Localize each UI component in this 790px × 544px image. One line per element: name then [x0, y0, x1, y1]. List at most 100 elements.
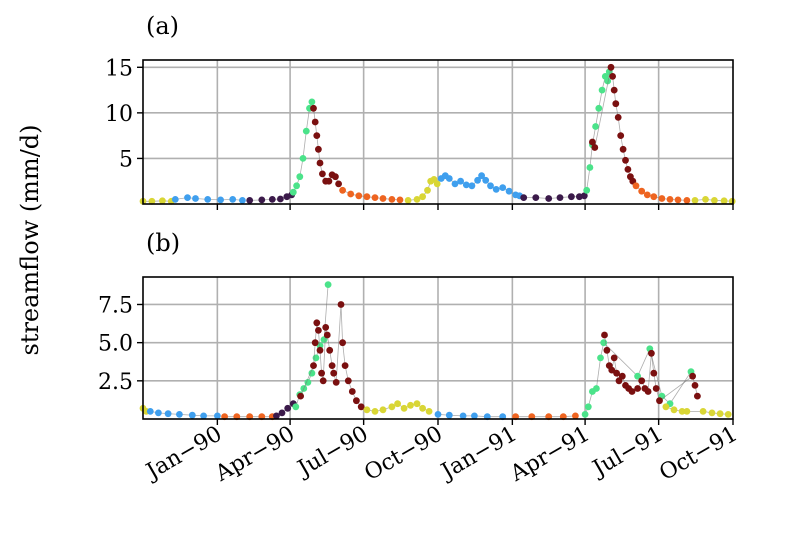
data-point	[313, 319, 321, 327]
y-tick-label: 7.5	[98, 293, 133, 318]
data-point	[315, 327, 322, 334]
data-point	[313, 132, 321, 140]
data-point	[400, 404, 408, 412]
panel-b-points	[139, 281, 732, 421]
data-point	[316, 159, 324, 167]
panel-b-label: (b)	[146, 229, 180, 257]
data-point	[188, 411, 196, 419]
data-point	[424, 186, 431, 194]
data-point	[650, 193, 658, 201]
data-point	[273, 412, 280, 420]
data-point	[634, 372, 641, 380]
data-point	[302, 127, 310, 135]
panel-a-label: (a)	[146, 12, 179, 40]
data-point	[520, 194, 528, 202]
data-point	[617, 132, 625, 140]
data-point	[328, 362, 336, 369]
data-point	[457, 177, 464, 185]
data-point	[708, 409, 716, 417]
data-point	[363, 193, 371, 201]
data-point	[341, 362, 349, 369]
data-point	[284, 404, 292, 412]
data-point	[297, 392, 304, 400]
data-point	[371, 194, 379, 202]
data-point	[451, 180, 459, 188]
data-point	[335, 180, 342, 188]
data-point	[638, 377, 646, 385]
data-point	[204, 196, 212, 203]
data-point	[217, 196, 225, 204]
data-point	[379, 406, 387, 414]
data-point	[459, 412, 467, 420]
data-point	[622, 156, 629, 164]
data-point	[319, 170, 326, 178]
data-point	[310, 362, 317, 369]
data-point	[586, 164, 594, 171]
data-point	[445, 411, 453, 419]
data-point	[371, 408, 379, 415]
data-point	[337, 301, 345, 308]
data-point	[683, 197, 691, 204]
data-point	[499, 184, 507, 192]
data-point	[296, 173, 304, 181]
data-point	[597, 354, 604, 362]
data-point	[643, 191, 651, 199]
data-point	[353, 397, 360, 405]
data-point	[246, 197, 254, 204]
data-point	[724, 411, 732, 418]
data-point	[614, 114, 622, 121]
data-point	[462, 181, 470, 189]
panel-a-y-ticks: 5 10 15	[105, 56, 143, 172]
data-point	[650, 369, 658, 377]
data-point	[344, 377, 352, 385]
data-point	[268, 196, 276, 203]
data-point	[419, 193, 426, 201]
data-point	[568, 193, 575, 201]
panel-a-points	[139, 63, 736, 205]
data-point	[471, 412, 478, 420]
data-point	[601, 331, 608, 339]
data-point	[433, 180, 441, 188]
data-point	[683, 408, 691, 415]
data-point	[610, 354, 618, 362]
data-point	[339, 339, 346, 347]
data-point	[311, 118, 319, 126]
data-point	[628, 388, 636, 395]
data-point	[674, 196, 682, 204]
data-point	[598, 86, 606, 94]
data-point	[355, 192, 363, 200]
panel-b-frame	[142, 276, 734, 420]
data-point	[691, 197, 699, 204]
data-point	[324, 281, 332, 288]
data-point	[299, 155, 307, 162]
data-point	[478, 172, 485, 180]
data-point	[325, 177, 333, 185]
data-point	[200, 412, 208, 420]
data-point	[316, 346, 324, 354]
data-point	[720, 197, 728, 205]
panel-b-y-ticks: 2.5 5.0 7.5	[98, 293, 143, 395]
x-tick-label: Oct−90	[360, 422, 447, 486]
panel-b-grid	[143, 277, 733, 419]
x-tick-label: Apr−91	[505, 422, 594, 488]
data-point	[388, 196, 396, 203]
data-point	[592, 123, 599, 130]
x-tick-label: Jan−91	[436, 422, 522, 486]
data-point	[492, 186, 500, 193]
data-point	[278, 409, 286, 417]
data-point	[474, 176, 481, 184]
data-point	[595, 104, 603, 112]
y-axis-title: streamflow (mm/d)	[16, 124, 44, 355]
data-point	[581, 411, 589, 418]
data-point	[308, 369, 316, 377]
data-point	[652, 385, 660, 392]
data-point	[711, 197, 718, 204]
data-point	[292, 403, 300, 411]
data-point	[468, 182, 476, 190]
panel-b-x-ticks	[216, 419, 734, 425]
x-tick-label: Oct−91	[655, 422, 742, 486]
data-point	[293, 182, 300, 190]
panel-b: (b) 2.5 5.0 7.5	[98, 229, 734, 425]
series-line	[366, 403, 430, 412]
data-point	[192, 195, 199, 202]
